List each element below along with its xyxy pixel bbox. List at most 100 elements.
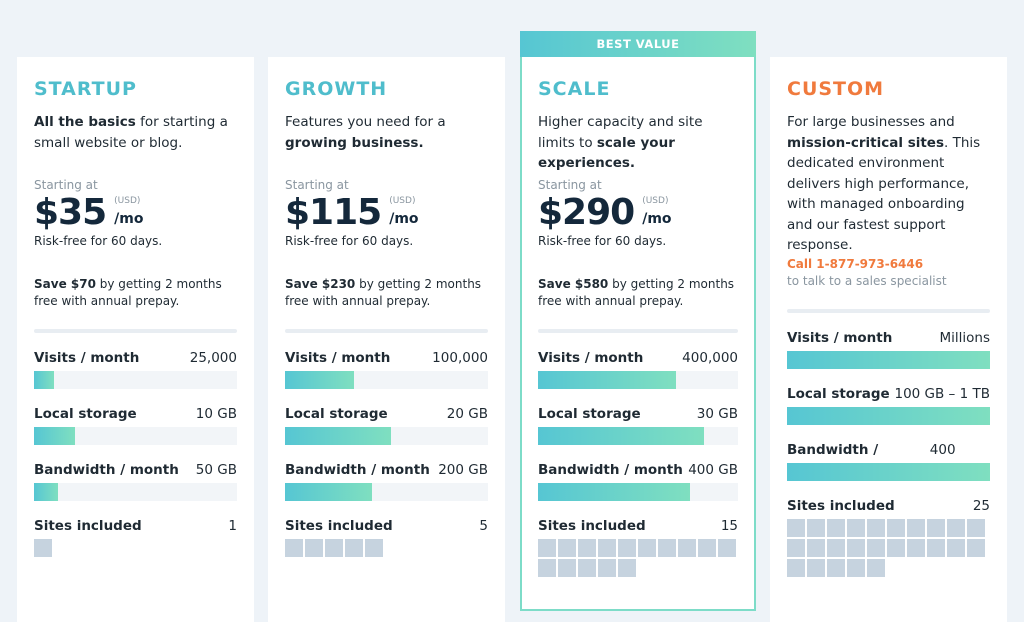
site-box	[807, 519, 825, 537]
storage-bar	[34, 427, 237, 445]
visits-bar	[787, 351, 990, 369]
site-box	[807, 559, 825, 577]
site-box	[847, 559, 865, 577]
metric-label: Bandwidth / month	[787, 442, 879, 478]
metric-value: Millions	[939, 330, 991, 346]
site-box	[598, 539, 616, 557]
site-box	[325, 539, 343, 557]
site-box	[827, 539, 845, 557]
plan-description: Higher capacity and site limits to scale…	[538, 114, 703, 171]
site-box	[807, 539, 825, 557]
site-box	[578, 539, 596, 557]
site-box	[658, 539, 676, 557]
site-box	[598, 559, 616, 577]
plan-description: Features you need for a growing business…	[285, 114, 446, 151]
metric-value: 25	[972, 498, 990, 514]
site-box	[827, 559, 845, 577]
metric-value: 5	[479, 518, 488, 534]
metric-value: 100,000	[432, 350, 488, 366]
metric-value: 15	[720, 518, 738, 534]
metric-label: Local storage	[34, 406, 137, 422]
site-box	[558, 559, 576, 577]
metric-value: 10 GB	[195, 406, 237, 422]
call-phone-link[interactable]: Call 1-877-973-6446	[787, 257, 924, 271]
bandwidth-bar	[285, 483, 488, 501]
metric-storage: Local storage 100 GB – 1 TB	[787, 384, 990, 425]
visits-bar-fill	[285, 371, 355, 389]
metric-value: 200 GB	[438, 462, 488, 478]
site-box	[618, 559, 636, 577]
starting-at-label: Starting at	[34, 178, 98, 192]
site-box	[787, 519, 805, 537]
site-box	[638, 539, 656, 557]
bandwidth-bar-fill	[538, 483, 690, 501]
storage-bar	[787, 407, 990, 425]
plan-card-growth[interactable]: GROWTH Features you need for a growing b…	[268, 57, 505, 622]
site-box	[887, 519, 905, 537]
metric-label: Visits / month	[34, 350, 140, 366]
metric-label: Bandwidth / month	[285, 462, 430, 478]
site-box	[345, 539, 363, 557]
risk-free-note: Risk-free for 60 days.	[285, 234, 414, 248]
metric-sites: Sites included 5	[285, 516, 488, 557]
save-note: Save $230 by getting 2 months free with …	[285, 277, 482, 308]
site-box	[867, 519, 885, 537]
site-box	[947, 519, 965, 537]
metric-label: Local storage	[285, 406, 388, 422]
site-box	[34, 539, 52, 557]
metric-value: 30 GB	[696, 406, 738, 422]
metric-label: Visits / month	[787, 330, 893, 346]
site-box	[558, 539, 576, 557]
site-box	[538, 539, 556, 557]
visits-bar-fill	[787, 351, 990, 369]
plan-name: CUSTOM	[787, 78, 885, 100]
divider	[787, 309, 990, 313]
plan-name: STARTUP	[34, 78, 137, 100]
metric-sites: Sites included 15	[538, 516, 738, 577]
sites-grid	[34, 539, 238, 557]
site-box	[867, 559, 885, 577]
site-box	[787, 539, 805, 557]
metric-storage: Local storage 10 GB	[34, 404, 237, 445]
sites-grid	[285, 539, 489, 557]
site-box	[927, 539, 945, 557]
site-box	[967, 519, 985, 537]
metric-visits: Visits / month 400,000	[538, 348, 738, 389]
site-box	[847, 539, 865, 557]
metric-value: 25,000	[189, 350, 237, 366]
price: $290	[538, 192, 635, 233]
metric-label: Local storage	[787, 386, 890, 402]
period-label: /mo	[114, 211, 144, 227]
storage-bar-fill	[787, 407, 990, 425]
site-box	[538, 559, 556, 577]
metric-label: Sites included	[285, 518, 393, 534]
metric-value: 400 GB	[688, 462, 738, 478]
metric-label: Bandwidth / month	[538, 462, 683, 478]
metric-bandwidth: Bandwidth / month 200 GB	[285, 460, 488, 501]
starting-at-label: Starting at	[285, 178, 349, 192]
period-label: /mo	[642, 211, 672, 227]
metric-label: Sites included	[34, 518, 142, 534]
storage-bar	[538, 427, 738, 445]
currency-label: (USD)	[114, 196, 141, 206]
plan-card-startup[interactable]: STARTUP All the basics for starting a sm…	[17, 57, 254, 622]
price-row: $35 (USD) /mo	[34, 193, 237, 233]
currency-label: (USD)	[642, 196, 669, 206]
metric-value: 20 GB	[446, 406, 488, 422]
site-box	[698, 539, 716, 557]
divider	[34, 329, 237, 333]
storage-bar-fill	[285, 427, 391, 445]
site-box	[867, 539, 885, 557]
plan-description: For large businesses and mission-critica…	[787, 114, 981, 253]
site-box	[827, 519, 845, 537]
site-box	[365, 539, 383, 557]
metric-bandwidth: Bandwidth / month 400 GB+	[787, 440, 990, 481]
plan-card-custom[interactable]: CUSTOM For large businesses and mission-…	[770, 57, 1007, 622]
site-box	[678, 539, 696, 557]
bandwidth-bar	[787, 463, 990, 481]
plan-card-scale[interactable]: BEST VALUE SCALE Higher capacity and sit…	[520, 31, 756, 611]
risk-free-note: Risk-free for 60 days.	[34, 234, 163, 248]
save-note: Save $580 by getting 2 months free with …	[538, 277, 735, 308]
plan-name: GROWTH	[285, 78, 388, 100]
sites-grid	[538, 539, 742, 577]
